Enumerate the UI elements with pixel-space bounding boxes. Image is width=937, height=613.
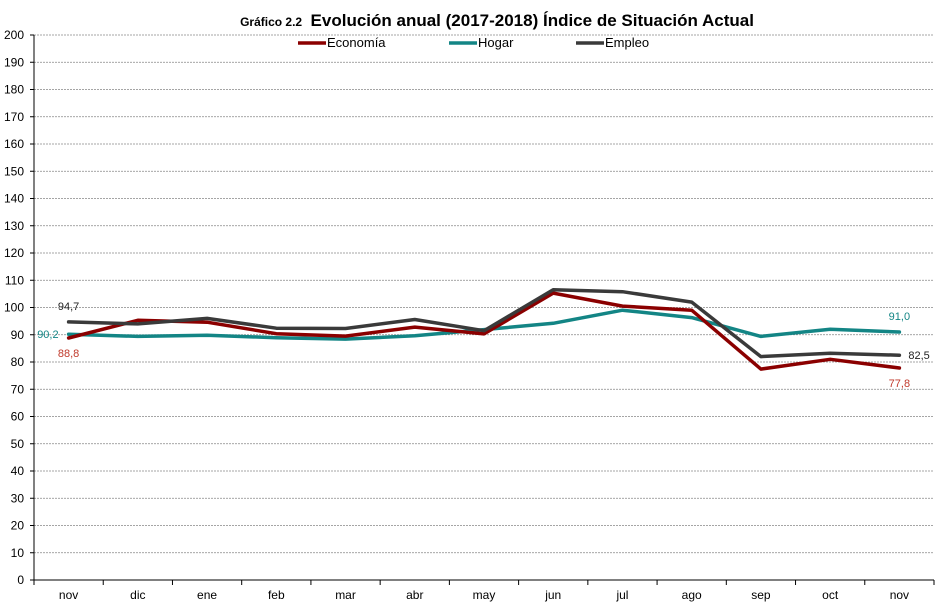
y-tick-label: 130 <box>4 219 24 233</box>
y-tick-label: 110 <box>5 273 24 287</box>
chart-title-main: Evolución anual (2017-2018) Índice de Si… <box>311 11 754 30</box>
legend-label-hogar: Hogar <box>478 35 514 50</box>
y-tick-label: 180 <box>4 83 24 97</box>
y-tick-label: 160 <box>4 137 24 151</box>
series-line-empleo <box>66 288 902 359</box>
data-label: 94,7 <box>58 301 79 313</box>
data-labels: 94,7 90,288,8 91,0 82,5 77,8 <box>37 301 930 390</box>
chart-title-prefix: Gráfico 2.2 <box>240 15 302 29</box>
y-tick-label: 10 <box>11 546 25 560</box>
y-tick-label: 80 <box>11 355 25 369</box>
y-tick-label: 100 <box>4 301 24 315</box>
x-tick-label: nov <box>59 588 78 602</box>
y-tick-label: 170 <box>4 110 24 124</box>
data-label: 82,5 <box>908 350 929 362</box>
y-tick-label: 120 <box>4 246 24 260</box>
y-tick-label: 40 <box>11 464 25 478</box>
x-tick-label: jun <box>544 588 561 602</box>
chart-title: Gráfico 2.2 Evolución anual (2017-2018) … <box>240 11 754 30</box>
data-label: 91,0 <box>889 311 910 323</box>
x-tick-label: ene <box>197 588 217 602</box>
x-tick-label: sep <box>751 588 771 602</box>
x-tick-label: feb <box>268 588 285 602</box>
y-tick-label: 70 <box>11 382 25 396</box>
data-label: 90,2 <box>37 329 58 341</box>
legend-label-economia: Economía <box>327 35 386 50</box>
y-tick-label: 200 <box>4 28 24 42</box>
x-tick-label: may <box>473 588 496 602</box>
y-tick-label: 190 <box>4 55 24 69</box>
series-lines <box>66 288 902 371</box>
x-axis-ticks: nov dic ene feb mar abr may jun jul ago sep oct nov <box>33 580 935 602</box>
y-tick-label: 30 <box>11 491 25 505</box>
y-tick-label: 20 <box>11 519 25 533</box>
y-axis-ticks: 0 10 20 30 40 50 60 70 80 90 100 110 120 130 140 150 160… <box>4 28 34 587</box>
x-tick-label: jul <box>615 588 628 602</box>
data-label: 77,8 <box>889 378 910 390</box>
legend-label-empleo: Empleo <box>605 35 649 50</box>
x-tick-label: nov <box>890 588 909 602</box>
y-tick-label: 60 <box>11 410 25 424</box>
data-label: 88,8 <box>58 348 79 360</box>
legend: Economía Hogar Empleo <box>298 35 649 50</box>
y-tick-label: 150 <box>4 164 24 178</box>
y-tick-label: 50 <box>11 437 25 451</box>
series-line-economia <box>66 291 902 371</box>
gridlines <box>34 34 934 554</box>
y-tick-label: 0 <box>17 573 24 587</box>
y-tick-label: 90 <box>11 328 25 342</box>
x-tick-label: dic <box>130 588 145 602</box>
y-tick-label: 140 <box>4 192 24 206</box>
x-tick-label: oct <box>822 588 839 602</box>
x-tick-label: abr <box>406 588 423 602</box>
x-tick-label: mar <box>335 588 356 602</box>
x-tick-label: ago <box>682 588 702 602</box>
